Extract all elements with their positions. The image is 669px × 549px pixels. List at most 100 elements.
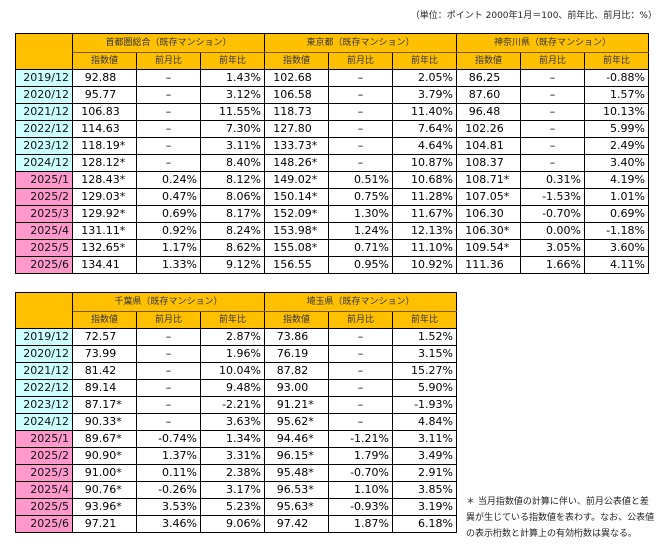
column-header-row: 指数値 前月比 前年比 指数値 前月比 前年比	[16, 311, 457, 329]
mom-cell: –	[328, 362, 393, 380]
index-value: 86.25	[468, 71, 501, 84]
mom-cell: –	[520, 103, 585, 121]
index-value-cell: 106.30*	[456, 222, 521, 240]
yoy-cell: 3.49%	[392, 447, 457, 465]
mom-cell: 3.53%	[136, 498, 201, 516]
index-value-cell: 73.86	[264, 328, 329, 346]
index-value-cell: 95.63*	[264, 498, 329, 516]
yoy-cell: 5.23%	[200, 498, 265, 516]
index-value: 128.12	[81, 156, 120, 169]
mom-cell: -0.26%	[136, 481, 201, 499]
yoy-cell: 10.04%	[200, 362, 265, 380]
index-value-cell: 97.42	[264, 515, 329, 533]
region-header: 東京都（既存マンション）	[264, 33, 457, 53]
yoy-cell: 2.87%	[200, 328, 265, 346]
table-row: 2025/5 93.96* 3.53% 5.23% 95.63* -0.93% 3.19%	[15, 498, 457, 516]
index-value-cell: 89.67*	[72, 430, 137, 448]
table-row: 2022/12 89.14–9.48% 93.00–5.90%	[15, 379, 457, 397]
table-row: 2025/2 90.90* 1.37% 3.31% 96.15* 1.79% 3.49%	[15, 447, 457, 465]
yoy-cell: 3.19%	[392, 498, 457, 516]
yoy-cell: 11.10%	[392, 239, 457, 257]
revision-asterisk: *	[311, 241, 318, 254]
period-label: 2025/5	[15, 498, 73, 516]
mom-cell: 1.37%	[136, 447, 201, 465]
index-value: 76.19	[276, 347, 309, 360]
period-label: 2022/12	[15, 379, 73, 397]
index-value: 90.90	[84, 449, 117, 462]
mom-cell: –	[136, 137, 201, 155]
column-header-yoy: 前年比	[392, 311, 457, 329]
period-label: 2021/12	[15, 362, 73, 380]
yoy-cell: 4.19%	[584, 171, 649, 189]
mom-cell: -0.70%	[520, 205, 585, 223]
yoy-cell: 8.12%	[200, 171, 265, 189]
index-value: 87.82	[276, 364, 309, 377]
table-row: 2025/6 97.21 3.46% 9.06% 97.42 1.87% 6.18%	[15, 515, 457, 533]
index-value-cell: 102.26	[456, 120, 521, 138]
index-value-cell: 131.11*	[72, 222, 137, 240]
yoy-cell: 3.40%	[584, 154, 649, 172]
index-value-cell: 108.71*	[456, 171, 521, 189]
yoy-cell: 3.85%	[392, 481, 457, 499]
mom-cell: -1.21%	[328, 430, 393, 448]
index-value: 107.05	[465, 190, 504, 203]
column-header-index: 指数値	[72, 311, 137, 329]
yoy-cell: 3.63%	[200, 413, 265, 431]
index-value: 91.21	[276, 398, 309, 411]
mom-cell: 0.51%	[328, 171, 393, 189]
yoy-cell: 3.11%	[392, 430, 457, 448]
index-value-cell: 86.25	[456, 69, 521, 87]
index-value-cell: 96.15*	[264, 447, 329, 465]
index-value-cell: 128.12*	[72, 154, 137, 172]
yoy-cell: 3.60%	[584, 239, 649, 257]
revision-asterisk: *	[116, 466, 122, 479]
mom-cell: 1.30%	[328, 205, 393, 223]
mom-cell: 1.79%	[328, 447, 393, 465]
yoy-cell: 1.43%	[200, 69, 265, 87]
table-row: 2025/1 128.43* 0.24% 8.12% 149.02* 0.51% 10.68…	[15, 171, 649, 189]
yoy-cell: -2.21%	[200, 396, 265, 414]
index-value-cell: 152.09*	[264, 205, 329, 223]
index-value: 118.73	[273, 105, 312, 118]
table-row: 2024/12 90.33* –3.63% 95.62* –4.84%	[15, 413, 457, 431]
column-header-index: 指数値	[264, 311, 329, 329]
period-label: 2025/3	[15, 464, 73, 482]
period-label: 2020/12	[15, 345, 73, 363]
table-row: 2023/12 87.17* – -2.21% 91.21* – -1.93%	[15, 396, 457, 414]
index-value: 91.00	[84, 466, 117, 479]
mom-cell: –	[136, 69, 201, 87]
yoy-cell: 1.52%	[392, 328, 457, 346]
revision-asterisk: *	[116, 415, 122, 428]
period-label: 2025/2	[15, 188, 73, 206]
yoy-cell: 3.31%	[200, 447, 265, 465]
mom-cell: –	[136, 86, 201, 104]
revision-asterisk: *	[503, 190, 510, 203]
corner-cell	[15, 33, 73, 70]
column-header-index: 指数値	[72, 52, 137, 70]
index-value: 129.03	[81, 190, 120, 203]
table-row: 2019/12 92.88–1.43% 102.68–2.05% 86.25– -0.8…	[15, 69, 649, 87]
table-row: 2023/12 118.19* –3.11% 133.73* –4.64% 104.81–…	[15, 137, 649, 155]
revision-asterisk: *	[308, 449, 314, 462]
yoy-cell: 3.15%	[392, 345, 457, 363]
period-label: 2024/12	[15, 413, 73, 431]
index-value: 133.73	[273, 139, 312, 152]
index-value-cell: 148.26*	[264, 154, 329, 172]
yoy-cell: -0.88%	[584, 69, 649, 87]
revision-asterisk: *	[119, 190, 126, 203]
yoy-cell: 10.92%	[392, 256, 457, 274]
column-header-mom: 前月比	[136, 52, 201, 70]
mom-cell: –	[328, 120, 393, 138]
index-value: 149.02	[273, 173, 312, 186]
index-value-cell: 90.33*	[72, 413, 137, 431]
region-header: 首都圏総合（既存マンション）	[72, 33, 265, 53]
table-row: 2024/12 128.12* –8.40% 148.26* –10.87% 108.37…	[15, 154, 649, 172]
index-value: 97.42	[276, 517, 309, 530]
index-value-cell: 134.41	[72, 256, 137, 274]
yoy-cell: 7.30%	[200, 120, 265, 138]
index-value: 155.08	[273, 241, 312, 254]
mom-cell: -0.74%	[136, 430, 201, 448]
mom-cell: 0.24%	[136, 171, 201, 189]
yoy-cell: 1.96%	[200, 345, 265, 363]
index-value: 108.37	[465, 156, 504, 169]
